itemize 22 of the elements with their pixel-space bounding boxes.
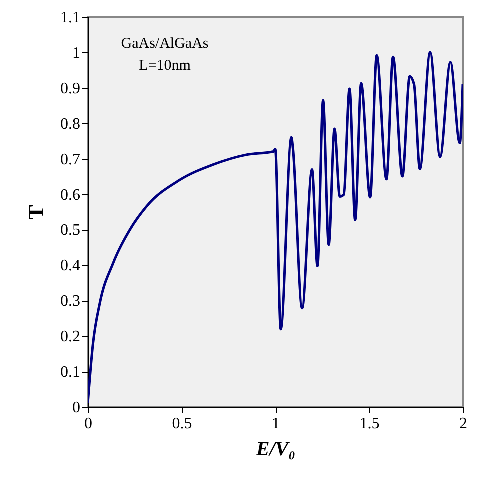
y-tick-label: 0.8: [60, 116, 80, 133]
y-tick-label: 0.2: [60, 328, 80, 346]
y-axis-title: T: [24, 204, 48, 220]
y-tick-label: 0.5: [60, 222, 80, 240]
y-tick-label: 1: [72, 44, 80, 62]
x-tick-label: 1: [272, 416, 280, 432]
x-tick-label: 0.5: [172, 416, 192, 432]
x-axis-title: E/V₀: [255, 438, 296, 460]
y-tick-label: 1.1: [60, 10, 80, 26]
y-tick-label: 0.7: [60, 151, 80, 168]
y-tick-label: 0.1: [60, 364, 80, 382]
x-tick-label: 1.5: [360, 416, 380, 432]
y-tick-label: 0: [72, 400, 80, 416]
line-series: [88, 51, 463, 405]
annotation: L=10nm: [139, 58, 192, 74]
y-tick-label: 0.4: [60, 258, 80, 275]
y-tick-label: 0.9: [60, 80, 80, 98]
y-tick-label: 0.3: [60, 293, 80, 310]
x-tick-label: 2: [460, 416, 468, 432]
x-tick-label: 0: [84, 416, 92, 432]
annotation: GaAs/AlGaAs: [121, 36, 209, 52]
y-tick-label: 0.6: [60, 186, 80, 204]
